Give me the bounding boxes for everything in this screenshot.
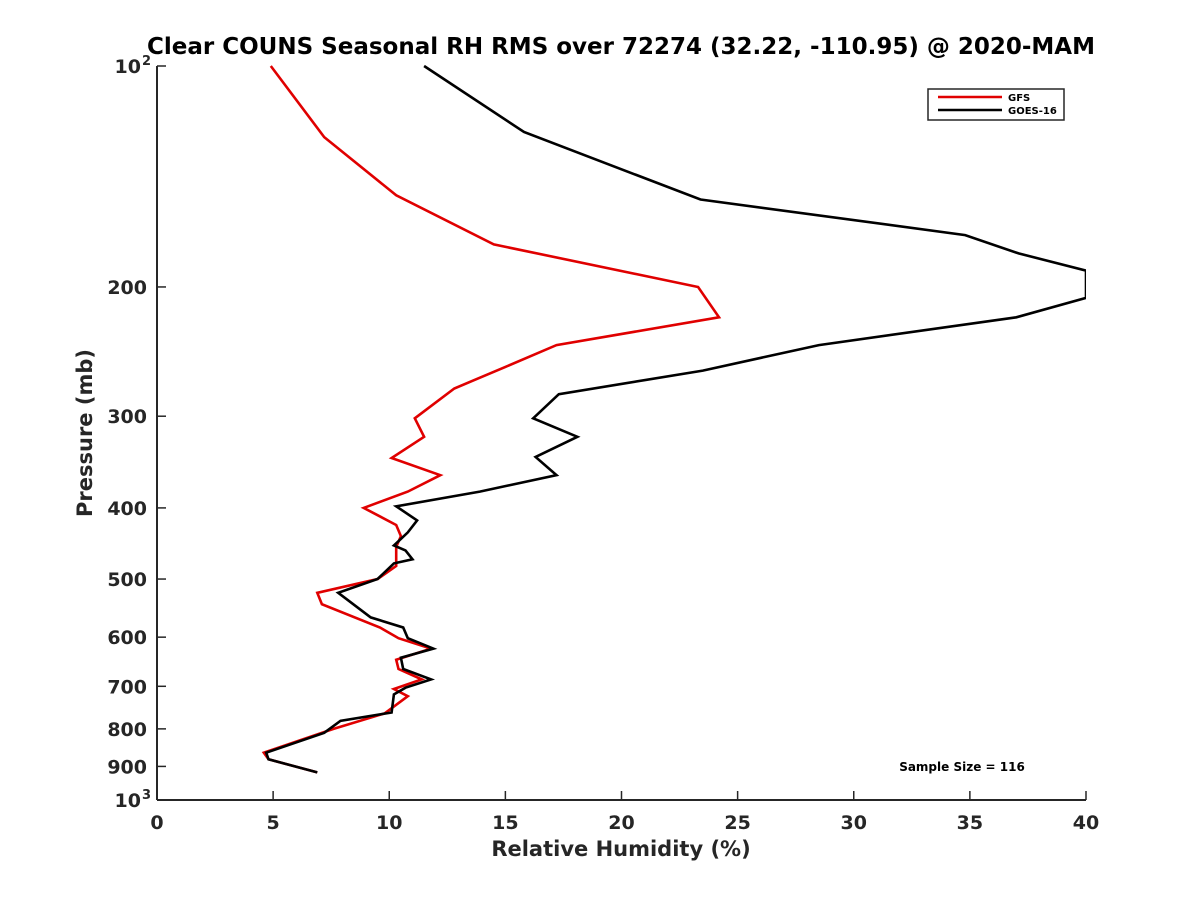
legend-label-goes16: GOES-16 xyxy=(1008,106,1057,117)
x-tick-label: 40 xyxy=(1073,812,1099,834)
x-tick-label: 30 xyxy=(841,812,867,834)
series-line-gfs xyxy=(261,65,722,774)
x-tick-label: 20 xyxy=(608,812,634,834)
x-tick-label: 0 xyxy=(150,812,163,834)
x-tick-label: 5 xyxy=(267,812,280,834)
legend-label-gfs: GFS xyxy=(1008,93,1030,104)
x-axis-label: Relative Humidity (%) xyxy=(491,837,750,861)
series-layer xyxy=(261,64,1086,774)
y-tick-label: 800 xyxy=(107,719,147,741)
y-tick-label: 200 xyxy=(107,277,147,299)
x-tick-label: 15 xyxy=(492,812,518,834)
sample-size-annotation: Sample Size = 116 xyxy=(899,760,1025,774)
chart-title: Clear COUNS Seasonal RH RMS over 72274 (… xyxy=(147,34,1095,60)
y-axis-label: Pressure (mb) xyxy=(73,349,97,517)
y-tick-label: 500 xyxy=(107,569,147,591)
legend-box xyxy=(927,88,1065,121)
series-line-goes16 xyxy=(264,64,1086,774)
y-tick-label: 10 xyxy=(115,790,141,812)
y-tick-label: 10 xyxy=(115,56,141,78)
axes-layer xyxy=(156,66,1086,801)
y-tick-exponent: 2 xyxy=(142,54,151,69)
x-ticks: 0 5 10 15 20 25 30 35 40 xyxy=(150,791,1099,834)
y-tick-label: 300 xyxy=(107,406,147,428)
x-tick-label: 25 xyxy=(724,812,750,834)
y-tick-label: 400 xyxy=(107,498,147,520)
y-tick-exponent: 3 xyxy=(142,788,151,803)
y-tick-label: 600 xyxy=(107,627,147,649)
y-tick-label: 900 xyxy=(107,756,147,778)
x-tick-label: 10 xyxy=(376,812,402,834)
y-tick-label: 700 xyxy=(107,676,147,698)
x-tick-label: 35 xyxy=(957,812,983,834)
legend: GFS GOES-16 xyxy=(927,88,1065,121)
